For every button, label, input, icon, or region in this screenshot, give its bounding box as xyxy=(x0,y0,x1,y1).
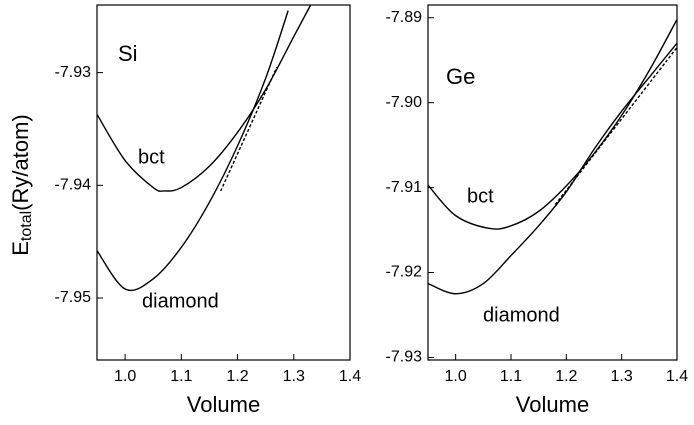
x-axis-label: Volume xyxy=(187,392,260,417)
plot-frame xyxy=(427,4,678,361)
curve xyxy=(96,4,312,192)
y-tick-label: -7.91 xyxy=(386,179,423,196)
x-tick-label: 1.2 xyxy=(555,368,577,385)
y-tick-label: -7.92 xyxy=(386,264,423,281)
plot-frame xyxy=(96,4,351,361)
curve xyxy=(427,42,678,295)
x-tick-label: 1.1 xyxy=(170,368,192,385)
x-tick-label: 1.4 xyxy=(666,368,688,385)
curve xyxy=(96,10,289,292)
x-tick-label: 1.2 xyxy=(226,368,248,385)
y-tick-label: -7.95 xyxy=(55,289,92,306)
x-tick-label: 1.0 xyxy=(114,368,136,385)
x-tick-label: 1.3 xyxy=(611,368,633,385)
y-tick-label: -7.93 xyxy=(386,349,423,366)
x-axis-label: Volume xyxy=(516,392,589,417)
y-tick-label: -7.93 xyxy=(55,64,92,81)
tangent-line xyxy=(554,47,678,206)
curve-label: bct xyxy=(467,185,494,207)
x-tick-label: 1.0 xyxy=(445,368,467,385)
curve-label: diamond xyxy=(483,304,560,326)
y-tick-label: -7.90 xyxy=(386,94,423,111)
y-tick-label: -7.94 xyxy=(55,177,92,194)
x-tick-label: 1.1 xyxy=(500,368,522,385)
panel-label: Si xyxy=(118,41,138,66)
x-tick-label: 1.4 xyxy=(339,368,361,385)
tangent-line xyxy=(220,66,278,192)
y-label-sub: total xyxy=(18,211,35,241)
curve-label: bct xyxy=(138,146,165,168)
curve-label: diamond xyxy=(142,290,219,312)
x-tick-label: 1.3 xyxy=(283,368,305,385)
y-tick-label: -7.89 xyxy=(386,9,423,26)
panel-label: Ge xyxy=(446,64,475,89)
y-axis-label: Etotal(Ry/atom) xyxy=(8,114,35,256)
y-label-rest: (Ry/atom) xyxy=(8,114,33,211)
y-label-main: E xyxy=(8,241,33,256)
curve xyxy=(427,19,678,230)
